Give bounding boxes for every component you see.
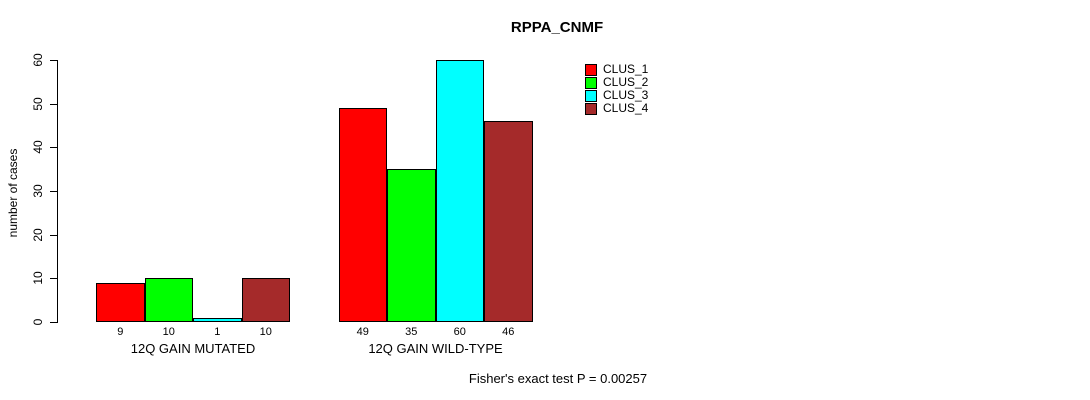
legend-label: CLUS_4 bbox=[603, 101, 649, 115]
legend-swatch-icon bbox=[585, 89, 597, 102]
chart-title: RPPA_CNMF bbox=[510, 19, 604, 36]
y-axis-tick bbox=[50, 60, 57, 61]
bar-value-label: 10 bbox=[162, 326, 175, 338]
y-axis-tick bbox=[50, 322, 57, 323]
y-axis-tick-label: 60 bbox=[31, 53, 45, 67]
y-axis-tick-label: 0 bbox=[31, 318, 45, 326]
bar-clus_4-group1 bbox=[241, 278, 290, 322]
bar-clus_2-group2 bbox=[387, 169, 436, 322]
legend-item-clus_4: CLUS_4 bbox=[585, 102, 648, 115]
legend: CLUS_1 CLUS_2 CLUS_3 CLUS_4 bbox=[585, 63, 648, 115]
bar-clus_1-group2 bbox=[338, 108, 387, 322]
legend-item-clus_2: CLUS_2 bbox=[585, 76, 648, 89]
y-axis-tick-label: 20 bbox=[31, 227, 45, 242]
legend-item-clus_1: CLUS_1 bbox=[585, 63, 648, 76]
y-axis-tick-label: 10 bbox=[31, 271, 45, 286]
bar-value-label: 1 bbox=[214, 326, 221, 338]
y-axis-tick bbox=[50, 191, 57, 192]
legend-swatch-icon bbox=[585, 102, 597, 115]
bar-value-label: 46 bbox=[502, 326, 515, 338]
y-axis-tick-label: 30 bbox=[31, 184, 45, 198]
bar-clus_2-group1 bbox=[144, 278, 193, 322]
legend-item-clus_3: CLUS_3 bbox=[585, 89, 648, 102]
y-axis-tick bbox=[50, 234, 57, 236]
legend-label: CLUS_1 bbox=[603, 62, 649, 76]
y-axis-tick bbox=[50, 103, 57, 105]
legend-label: CLUS_3 bbox=[603, 88, 649, 102]
bar-value-label: 49 bbox=[356, 326, 369, 338]
bar-clus_4-group2 bbox=[484, 121, 533, 322]
y-axis-line bbox=[57, 60, 58, 323]
legend-swatch-icon bbox=[585, 76, 597, 89]
bar-value-label: 10 bbox=[259, 326, 272, 338]
bar-clus_3-group1 bbox=[193, 317, 242, 322]
bar-clus_1-group1 bbox=[96, 282, 145, 322]
y-axis-tick-label: 40 bbox=[31, 140, 45, 155]
bar-value-label: 60 bbox=[453, 326, 466, 338]
legend-label: CLUS_2 bbox=[603, 75, 649, 89]
y-axis-label: number of cases bbox=[6, 148, 20, 238]
x-axis-group-label: 12Q GAIN MUTATED bbox=[130, 341, 256, 356]
y-axis-tick bbox=[50, 278, 57, 280]
bar-value-label: 9 bbox=[117, 326, 124, 338]
x-axis-group-label: 12Q GAIN WILD-TYPE bbox=[368, 341, 503, 356]
bar-value-label: 35 bbox=[405, 326, 418, 338]
legend-swatch-icon bbox=[585, 63, 597, 76]
bar-clus_3-group2 bbox=[435, 60, 484, 322]
y-axis-tick bbox=[50, 147, 57, 149]
caption-fisher-test: Fisher's exact test P = 0.00257 bbox=[468, 371, 648, 386]
y-axis-tick-label: 50 bbox=[31, 96, 45, 111]
